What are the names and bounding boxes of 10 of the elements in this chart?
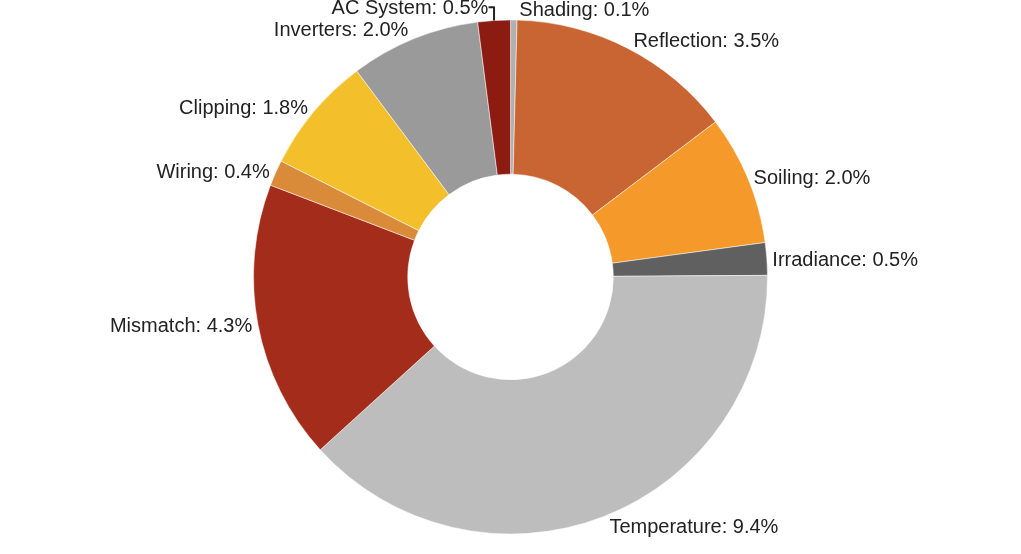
- slice-label: Irradiance: 0.5%: [772, 247, 919, 270]
- slice-label: Clipping: 1.8%: [179, 96, 309, 119]
- slice-label: Mismatch: 4.3%: [109, 313, 253, 336]
- slice-label: Wiring: 0.4%: [156, 160, 270, 183]
- slice-label: Reflection: 3.5%: [633, 28, 780, 51]
- slice-label: Shading: 0.1%: [519, 0, 650, 21]
- slice-label: AC System: 0.5%: [331, 0, 489, 19]
- slice-label: Inverters: 2.0%: [273, 18, 409, 41]
- slice-label: Soiling: 2.0%: [753, 166, 871, 189]
- slice-label: Temperature: 9.4%: [609, 514, 779, 537]
